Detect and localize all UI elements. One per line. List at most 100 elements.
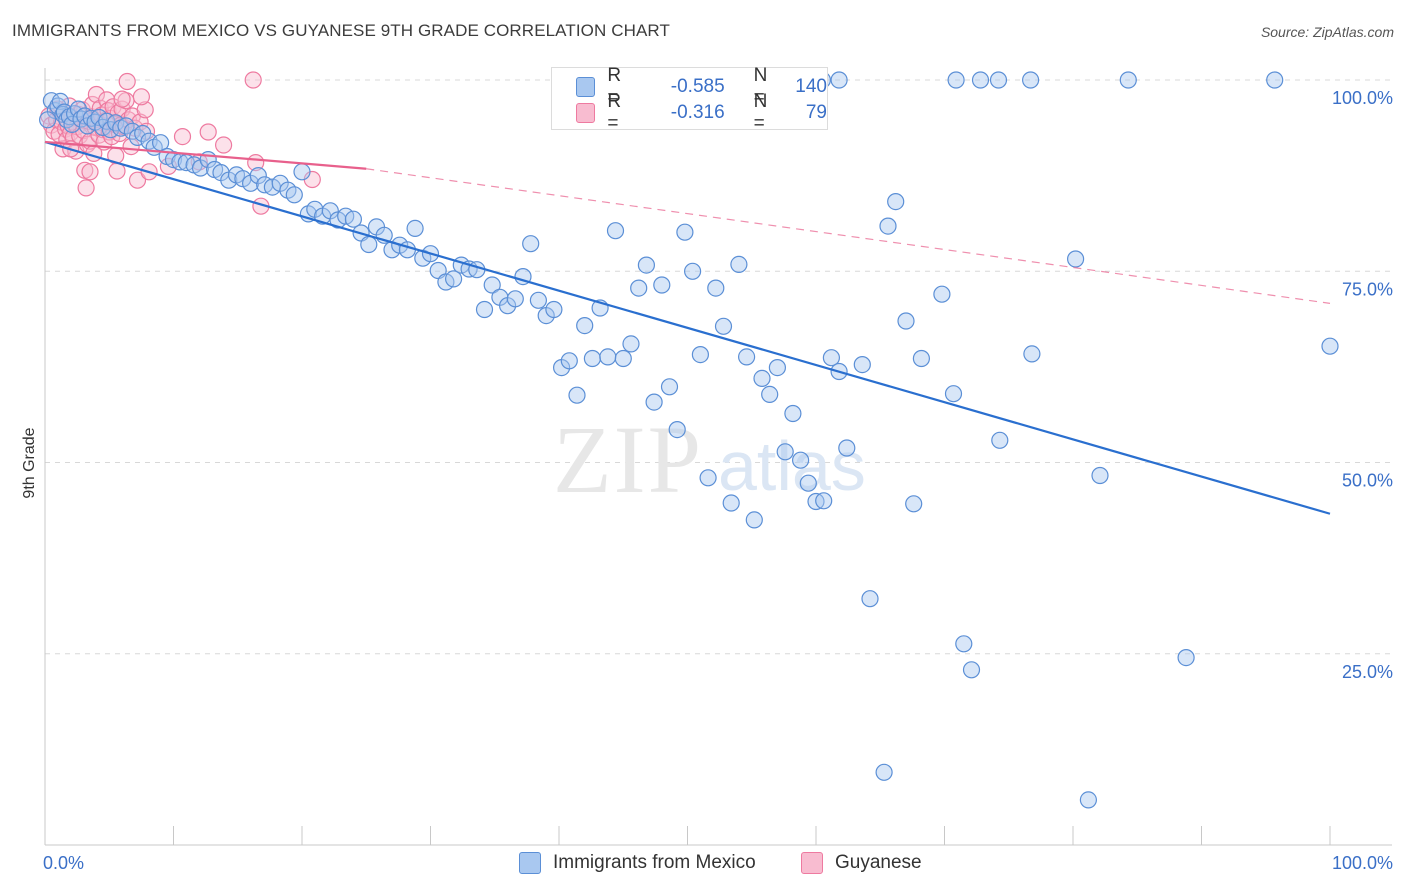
data-point (51, 92, 70, 111)
data-point (1091, 466, 1109, 485)
data-point (583, 349, 602, 368)
data-point (76, 107, 94, 125)
watermark: ZIP atlas (553, 406, 866, 513)
data-point (522, 235, 540, 253)
data-point (691, 346, 710, 364)
data-point (822, 349, 841, 367)
data-point (614, 349, 632, 368)
data-point (87, 85, 106, 104)
data-point (947, 71, 965, 89)
data-point (699, 469, 717, 487)
data-point (475, 300, 494, 319)
legend-r-value: -0.316 (670, 102, 725, 123)
data-point (128, 171, 147, 189)
trend-line-guyanese (44, 140, 367, 170)
series-legend-guyanese: Guyanese (801, 852, 922, 874)
series-swatch-pink (801, 852, 823, 874)
data-point (737, 348, 756, 366)
data-point (853, 356, 871, 374)
data-point (215, 136, 233, 154)
x-tick-label: 0.0% (43, 853, 84, 873)
legend-n-value: 79 (805, 102, 827, 123)
data-point (645, 393, 663, 411)
watermark-zip: ZIP (553, 406, 703, 513)
data-point (630, 279, 648, 297)
data-point (683, 262, 702, 280)
data-point (897, 312, 915, 330)
data-point (1023, 345, 1041, 363)
trend-line-mexico (44, 140, 1331, 515)
x-tick-label: 100.0% (1332, 853, 1393, 873)
data-point (529, 291, 548, 309)
y-axis-title: 9th Grade (21, 427, 38, 498)
data-point (568, 386, 586, 404)
data-point (173, 128, 192, 146)
series-label-guyanese: Guyanese (835, 852, 922, 873)
data-point (81, 163, 99, 181)
data-point (660, 378, 679, 396)
data-point (668, 421, 686, 439)
data-point (445, 270, 463, 288)
data-point (676, 223, 694, 241)
data-point (761, 385, 779, 403)
data-point (606, 222, 625, 240)
data-point (784, 404, 802, 423)
data-point (118, 72, 136, 91)
data-point (38, 111, 57, 129)
data-point (1066, 250, 1085, 268)
data-point (875, 763, 893, 781)
guyanese-points (40, 71, 321, 215)
stats-legend: R = -0.585 N = 140 R = -0.316 N = 79 (551, 65, 828, 134)
data-point (69, 100, 88, 118)
data-point (506, 290, 524, 308)
y-tick-label: 75.0% (1342, 279, 1393, 299)
data-point (576, 317, 594, 335)
trend-line-guyanese-extended (366, 168, 1331, 304)
legend-row-mexico: R = -0.585 N = 140 (576, 65, 827, 108)
data-point (722, 494, 740, 512)
data-point (1079, 791, 1098, 809)
data-point (991, 431, 1009, 449)
y-tick-label: 25.0% (1342, 662, 1393, 682)
data-point (483, 276, 501, 294)
data-point (1119, 71, 1137, 89)
data-point (776, 443, 794, 461)
series-legend-mexico: Immigrants from Mexico (519, 852, 756, 874)
mexico-points (38, 71, 1339, 809)
series-label-mexico: Immigrants from Mexico (553, 852, 756, 873)
data-point (1021, 71, 1040, 89)
data-point (745, 511, 763, 529)
data-point (637, 256, 656, 274)
data-point (136, 101, 154, 119)
data-point (707, 279, 725, 297)
data-point (1266, 71, 1284, 89)
data-point (912, 349, 931, 368)
data-point (285, 186, 303, 204)
data-point (249, 167, 267, 185)
series-swatch-blue (519, 852, 541, 874)
axes (44, 68, 1392, 846)
data-point (1177, 648, 1195, 667)
data-point (1321, 337, 1339, 355)
data-point (753, 369, 771, 387)
watermark-atlas: atlas (718, 427, 866, 505)
data-point (955, 635, 973, 653)
data-point (830, 71, 848, 89)
data-point (799, 474, 817, 492)
data-point (406, 219, 424, 237)
data-point (622, 335, 640, 353)
legend-row-guyanese: R = -0.316 N = 79 (576, 91, 827, 134)
tick-labels: 25.0% 50.0% 75.0% 100.0% 0.0% 100.0% 9th Grade (21, 88, 1393, 873)
data-point (244, 71, 262, 89)
data-point (293, 163, 311, 181)
data-point (944, 385, 963, 403)
data-point (768, 359, 787, 377)
chart-title: IMMIGRANTS FROM MEXICO VS GUYANESE 9TH G… (12, 21, 670, 40)
source-note: Source: ZipAtlas.com (1260, 24, 1394, 40)
data-point (962, 661, 981, 679)
data-point (468, 261, 486, 279)
y-tick-label: 50.0% (1342, 471, 1393, 491)
data-point (905, 495, 923, 513)
y-tick-label: 100.0% (1332, 88, 1393, 108)
